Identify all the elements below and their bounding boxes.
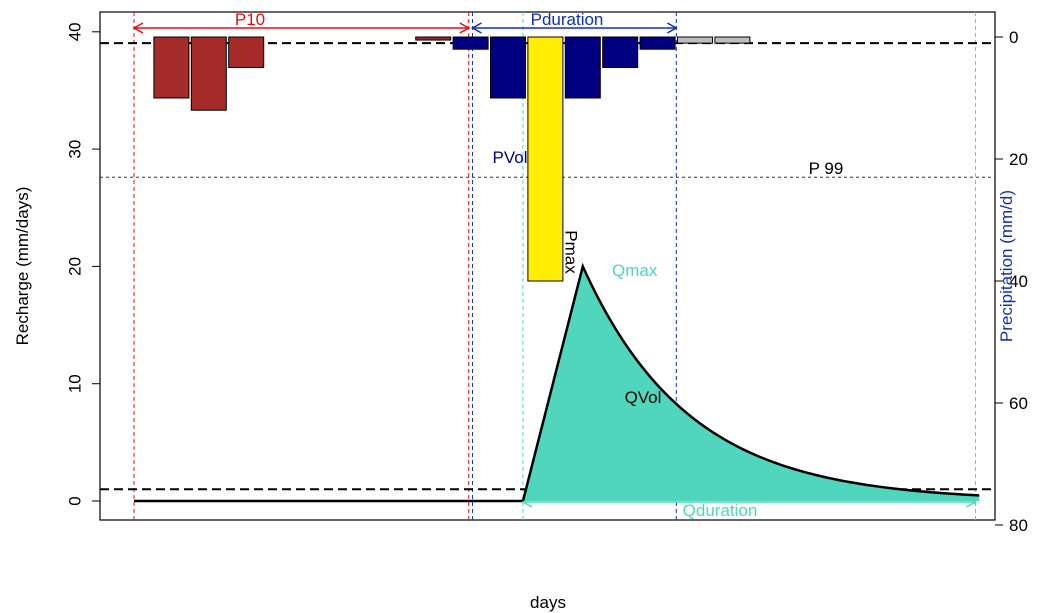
- qduration-arrow-head-left: [521, 496, 533, 508]
- precip-bar-5: [490, 36, 526, 99]
- y-tick-label-10: 10: [65, 374, 84, 393]
- recharge-line: [134, 262, 980, 503]
- recharge-layer: [134, 262, 980, 503]
- precip-bar-4: [452, 36, 489, 50]
- pduration-arrow-head-left: [470, 22, 482, 34]
- precip-bar-7: [564, 36, 601, 99]
- p99-label: P 99: [809, 159, 844, 178]
- precip-bar-9: [639, 36, 676, 50]
- precip-bar-3: [415, 36, 452, 41]
- p10-label: P10: [235, 10, 265, 29]
- pmax-label: Pmax: [562, 230, 581, 274]
- pduration-arrow-head-right: [666, 22, 678, 34]
- qduration-label: Qduration: [683, 501, 758, 520]
- y-axis-title: Recharge (mm/days): [13, 187, 32, 346]
- y2-tick-label-20: 20: [1009, 150, 1028, 169]
- precip-bar-6: [527, 36, 564, 282]
- y2-tick-label-0: 0: [1009, 28, 1018, 47]
- precip-bar-10: [677, 36, 713, 44]
- y2-tick-label-40: 40: [1009, 272, 1028, 291]
- y-tick-label-20: 20: [65, 257, 84, 276]
- precip-bar-0: [153, 36, 190, 99]
- duration-arrows-layer: [132, 22, 978, 508]
- y-tick-label-40: 40: [65, 22, 84, 41]
- y2-axis-title: Precipitation (mm/d): [997, 190, 1016, 342]
- precipitation-bars-layer: [153, 36, 751, 282]
- y-tick-label-0: 0: [65, 496, 84, 505]
- y2-tick-label-60: 60: [1009, 394, 1028, 413]
- qvol-label: QVol: [625, 388, 662, 407]
- axes-layer: 0 10 20 30 40 0 20 40 60 80: [65, 22, 1027, 535]
- y2-tick-label-80: 80: [1009, 516, 1028, 535]
- precip-bar-8: [602, 36, 639, 68]
- pduration-label: Pduration: [531, 10, 604, 29]
- x-axis-title: days: [530, 593, 566, 612]
- p10-arrow-head-right: [459, 22, 471, 34]
- precip-bar-2: [228, 36, 265, 68]
- pvol-label: PVol: [493, 148, 528, 167]
- precip-bar-11: [714, 36, 751, 44]
- p10-arrow-head-left: [132, 22, 144, 34]
- qduration-arrow-head-right: [966, 496, 978, 508]
- precip-bar-1: [190, 36, 227, 111]
- qvol-area: [522, 266, 980, 501]
- qmax-label: Qmax: [612, 261, 658, 280]
- y-tick-label-30: 30: [65, 140, 84, 159]
